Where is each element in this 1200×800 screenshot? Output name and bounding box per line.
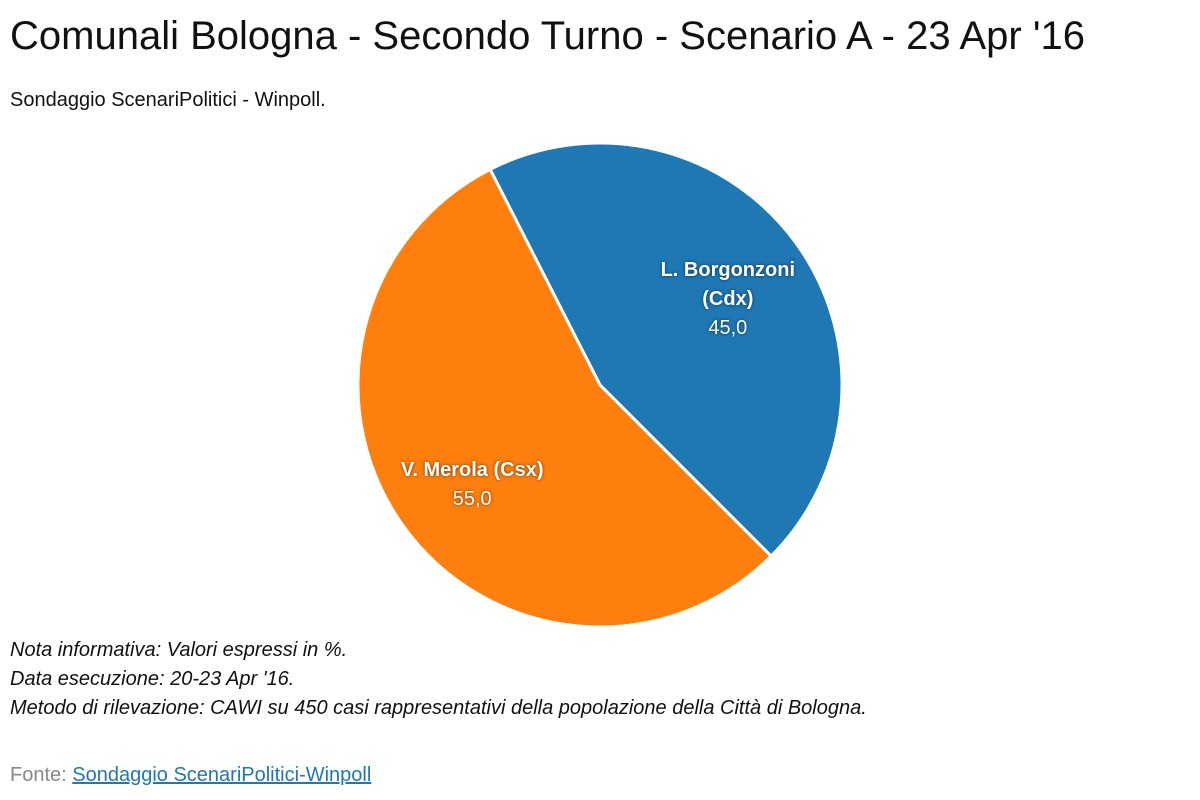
- slice-name: V. Merola (Csx): [400, 458, 544, 481]
- source-link[interactable]: Sondaggio ScenariPolitici-Winpoll: [72, 764, 372, 786]
- source: Fonte: Sondaggio ScenariPolitici-Winpoll: [10, 764, 371, 787]
- slice-value: 45,0: [708, 316, 748, 339]
- note: Nota informativa: Valori espressi in %.: [10, 639, 348, 661]
- notes: Nota informativa: Valori espressi in %. …: [10, 636, 867, 723]
- note: Data esecuzione: 20-23 Apr '16.: [10, 668, 295, 690]
- pie-slice: [488, 141, 844, 559]
- pie-slice: [356, 167, 774, 629]
- chart-subtitle: Sondaggio ScenariPolitici - Winpoll.: [10, 89, 326, 111]
- slice-value: 55,0: [452, 487, 492, 510]
- slice-label: L. Borgonzoni (Cdx) 45,0: [654, 256, 802, 343]
- source-label: Fonte:: [10, 764, 67, 786]
- slice-label: V. Merola (Csx) 55,0: [398, 456, 546, 514]
- chart-title: Comunali Bologna - Secondo Turno - Scena…: [10, 14, 1085, 58]
- slice-name: L. Borgonzoni (Cdx): [660, 258, 796, 310]
- note: Metodo di rilevazione: CAWI su 450 casi …: [10, 697, 867, 719]
